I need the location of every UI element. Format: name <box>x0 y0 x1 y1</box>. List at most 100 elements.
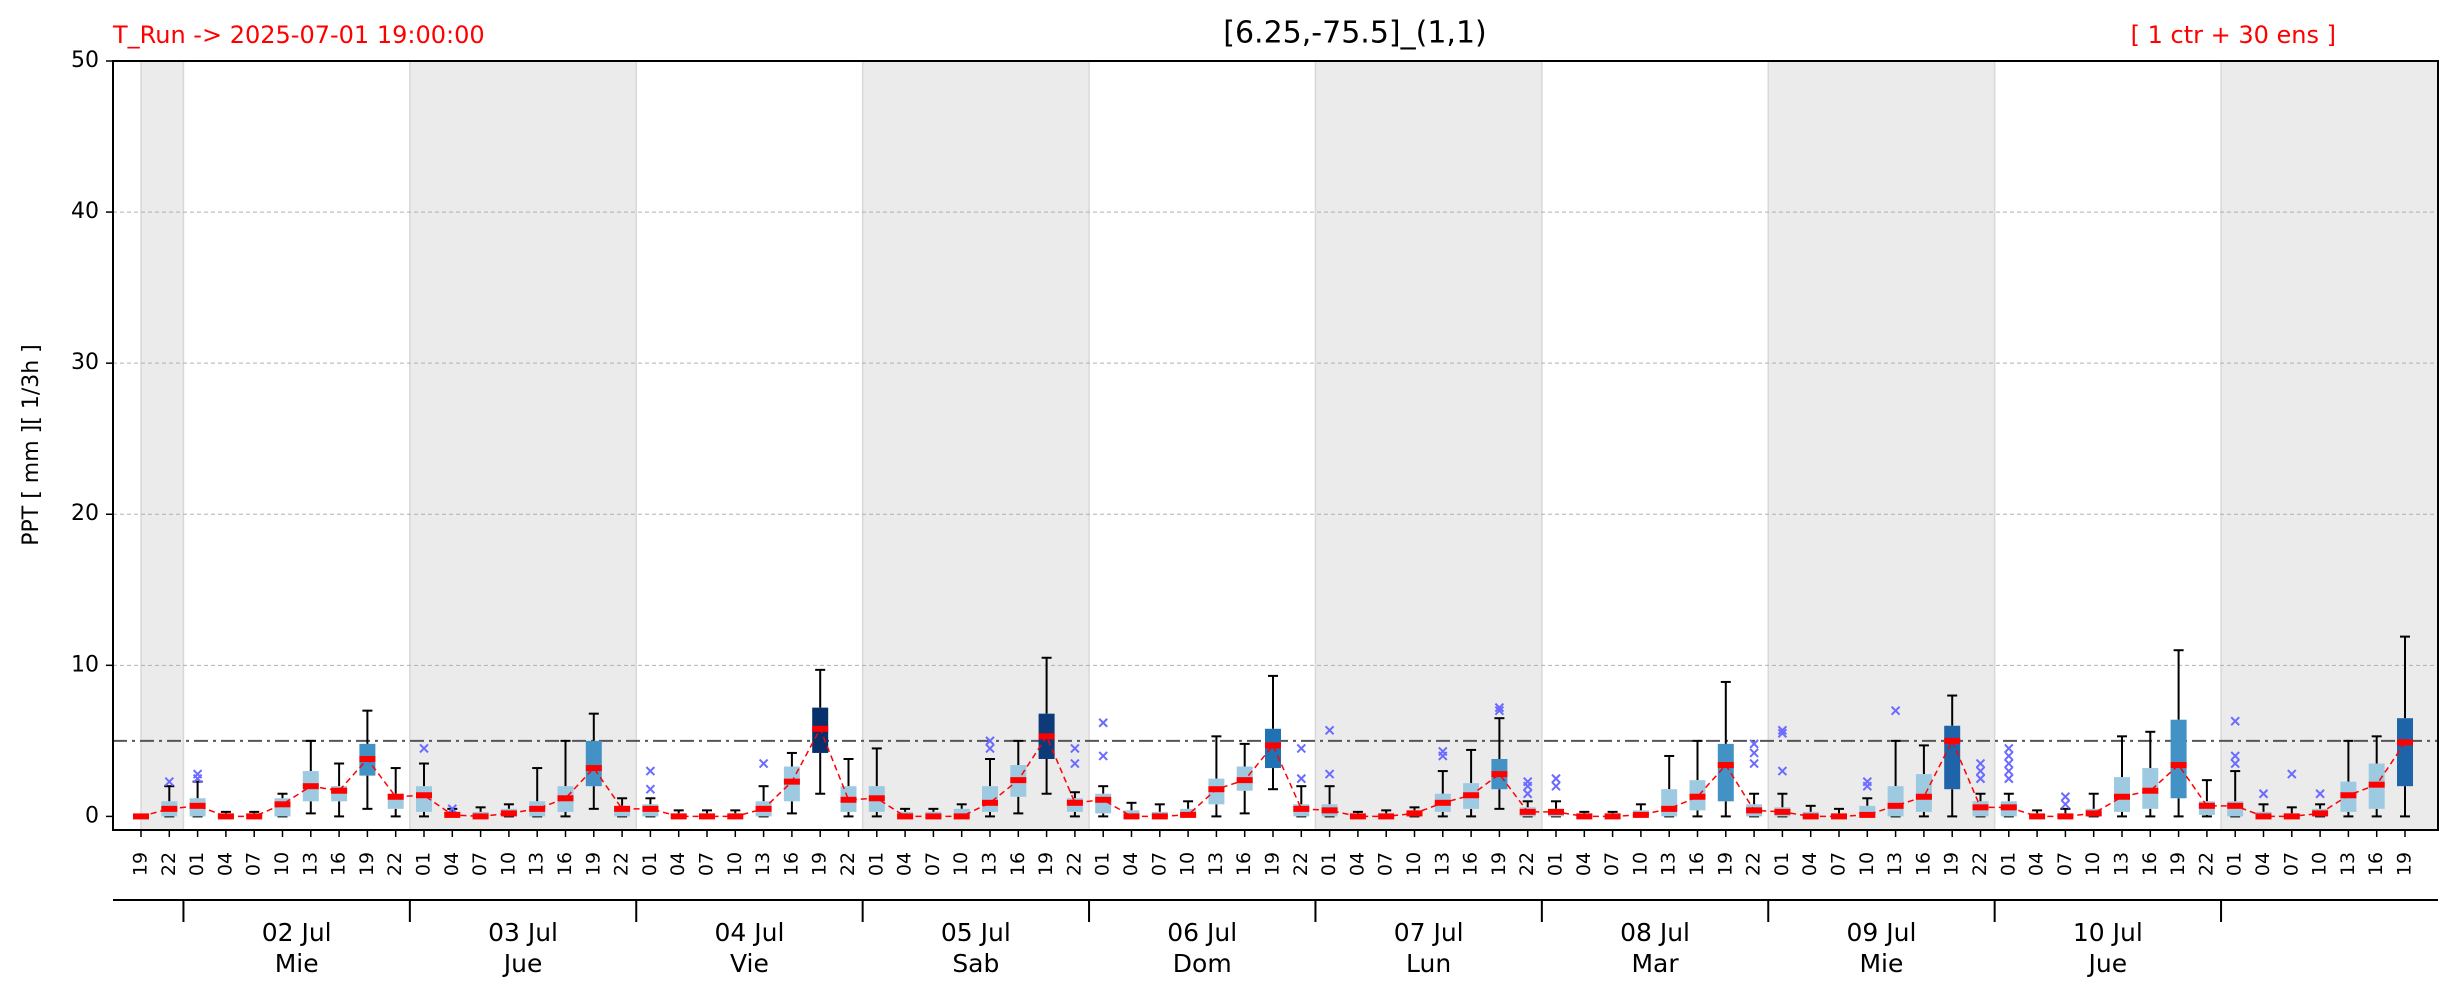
median-marker <box>1038 733 1055 740</box>
x-tick-label: 10 <box>1403 852 1425 876</box>
box <box>953 808 970 817</box>
outlier <box>1749 748 1759 758</box>
day-shade <box>862 61 1090 830</box>
x-tick-label: 04 <box>1120 852 1142 876</box>
median-marker <box>1066 799 1083 806</box>
day-weekday-label: Mie <box>275 949 319 978</box>
y-tick-label: 30 <box>71 350 99 375</box>
outlier <box>1777 728 1788 739</box>
x-tick-label: 10 <box>2309 852 2331 876</box>
y-tick-label: 20 <box>71 501 99 526</box>
median-marker <box>2368 781 2385 788</box>
median-marker <box>1434 799 1451 806</box>
median-marker <box>1887 802 1904 809</box>
median-marker <box>1519 808 1536 815</box>
x-tick-label: 19 <box>1262 852 1284 876</box>
box <box>1915 774 1932 812</box>
outlier <box>2287 769 2297 779</box>
x-tick-label: 10 <box>2082 852 2104 876</box>
outlier <box>164 776 175 787</box>
plot-frame <box>112 60 2439 831</box>
median-marker <box>1661 805 1678 812</box>
median-marker <box>2227 802 2244 809</box>
box-group <box>1746 739 1763 818</box>
box <box>1265 728 1281 769</box>
outlier <box>1749 758 1759 769</box>
median-marker <box>840 796 857 803</box>
x-tick-label: 19 <box>582 852 604 876</box>
y-tick-label: 50 <box>71 48 99 73</box>
outlier <box>2315 789 2325 799</box>
x-tick-label: 10 <box>724 852 746 876</box>
outlier <box>758 758 769 769</box>
median-marker <box>925 813 942 820</box>
outlier <box>2004 766 2014 776</box>
median-marker <box>274 801 291 808</box>
median-marker <box>2397 739 2413 746</box>
median-marker <box>2000 804 2017 811</box>
outlier <box>2230 751 2240 761</box>
x-tick-label: 19 <box>130 852 152 876</box>
x-tick-label: 04 <box>894 852 916 876</box>
outlier <box>192 769 203 779</box>
median-marker <box>585 765 602 772</box>
outlier <box>1070 758 1080 769</box>
x-tick-label: 16 <box>1233 852 1255 876</box>
median-marker <box>1010 777 1027 784</box>
median-marker <box>699 813 715 820</box>
outlier <box>1098 751 1108 761</box>
median-marker <box>1208 786 1225 793</box>
median-marker <box>444 811 461 818</box>
median-marker <box>1944 737 1961 744</box>
median-marker <box>1321 807 1338 814</box>
y-axis-label: PPT [ mm ][ 1/3h ] <box>19 344 44 545</box>
x-tick-label: 19 <box>809 852 831 876</box>
x-tick-label: 13 <box>979 852 1001 876</box>
median-marker <box>2142 787 2159 794</box>
median-marker <box>1349 813 1366 820</box>
median-marker <box>2057 813 2074 820</box>
outlier <box>2230 758 2240 769</box>
median-marker <box>302 783 319 790</box>
outlier <box>2004 743 2014 754</box>
median-marker <box>1293 805 1310 812</box>
outlier <box>2258 789 2269 799</box>
box-group <box>1293 743 1310 818</box>
x-tick-label: 01 <box>639 852 661 876</box>
day-weekday-label: Vie <box>730 949 769 978</box>
outlier <box>645 784 656 794</box>
box-group <box>1208 735 1225 818</box>
x-tick-label: 16 <box>1007 852 1029 876</box>
y-tick-label: 40 <box>71 199 99 224</box>
x-tick-label: 07 <box>469 852 491 876</box>
median-marker <box>1265 742 1281 749</box>
outlier <box>1522 776 1533 787</box>
day-shade <box>409 61 637 830</box>
x-tick-label: 04 <box>214 852 236 876</box>
x-tick-label: 16 <box>554 852 576 876</box>
median-marker <box>387 793 404 800</box>
median-marker <box>1604 813 1621 820</box>
median-marker <box>416 792 432 799</box>
x-tick-label: 07 <box>2280 852 2302 876</box>
day-weekday-label: Jue <box>2087 949 2128 978</box>
y-tick-label: 0 <box>85 803 99 828</box>
day-date-label: 02 Jul <box>262 918 332 947</box>
box-group <box>387 767 404 818</box>
x-tick-label: 01 <box>865 852 887 876</box>
x-tick-label: 01 <box>413 852 435 876</box>
box-group <box>2397 635 2413 818</box>
x-tick-label: 13 <box>299 852 321 876</box>
outlier <box>985 736 995 746</box>
x-tick-label: 16 <box>1686 852 1708 876</box>
median-marker <box>812 725 829 732</box>
x-tick-label: 13 <box>2337 852 2359 876</box>
median-marker <box>217 813 234 820</box>
x-tick-label: 19 <box>2167 852 2189 876</box>
median-marker <box>1774 808 1791 815</box>
box <box>585 740 602 787</box>
x-tick-label: 04 <box>1573 852 1595 876</box>
x-tick-label: 13 <box>2111 852 2133 876</box>
outlier <box>1551 773 1561 784</box>
outlier <box>1296 773 1307 784</box>
